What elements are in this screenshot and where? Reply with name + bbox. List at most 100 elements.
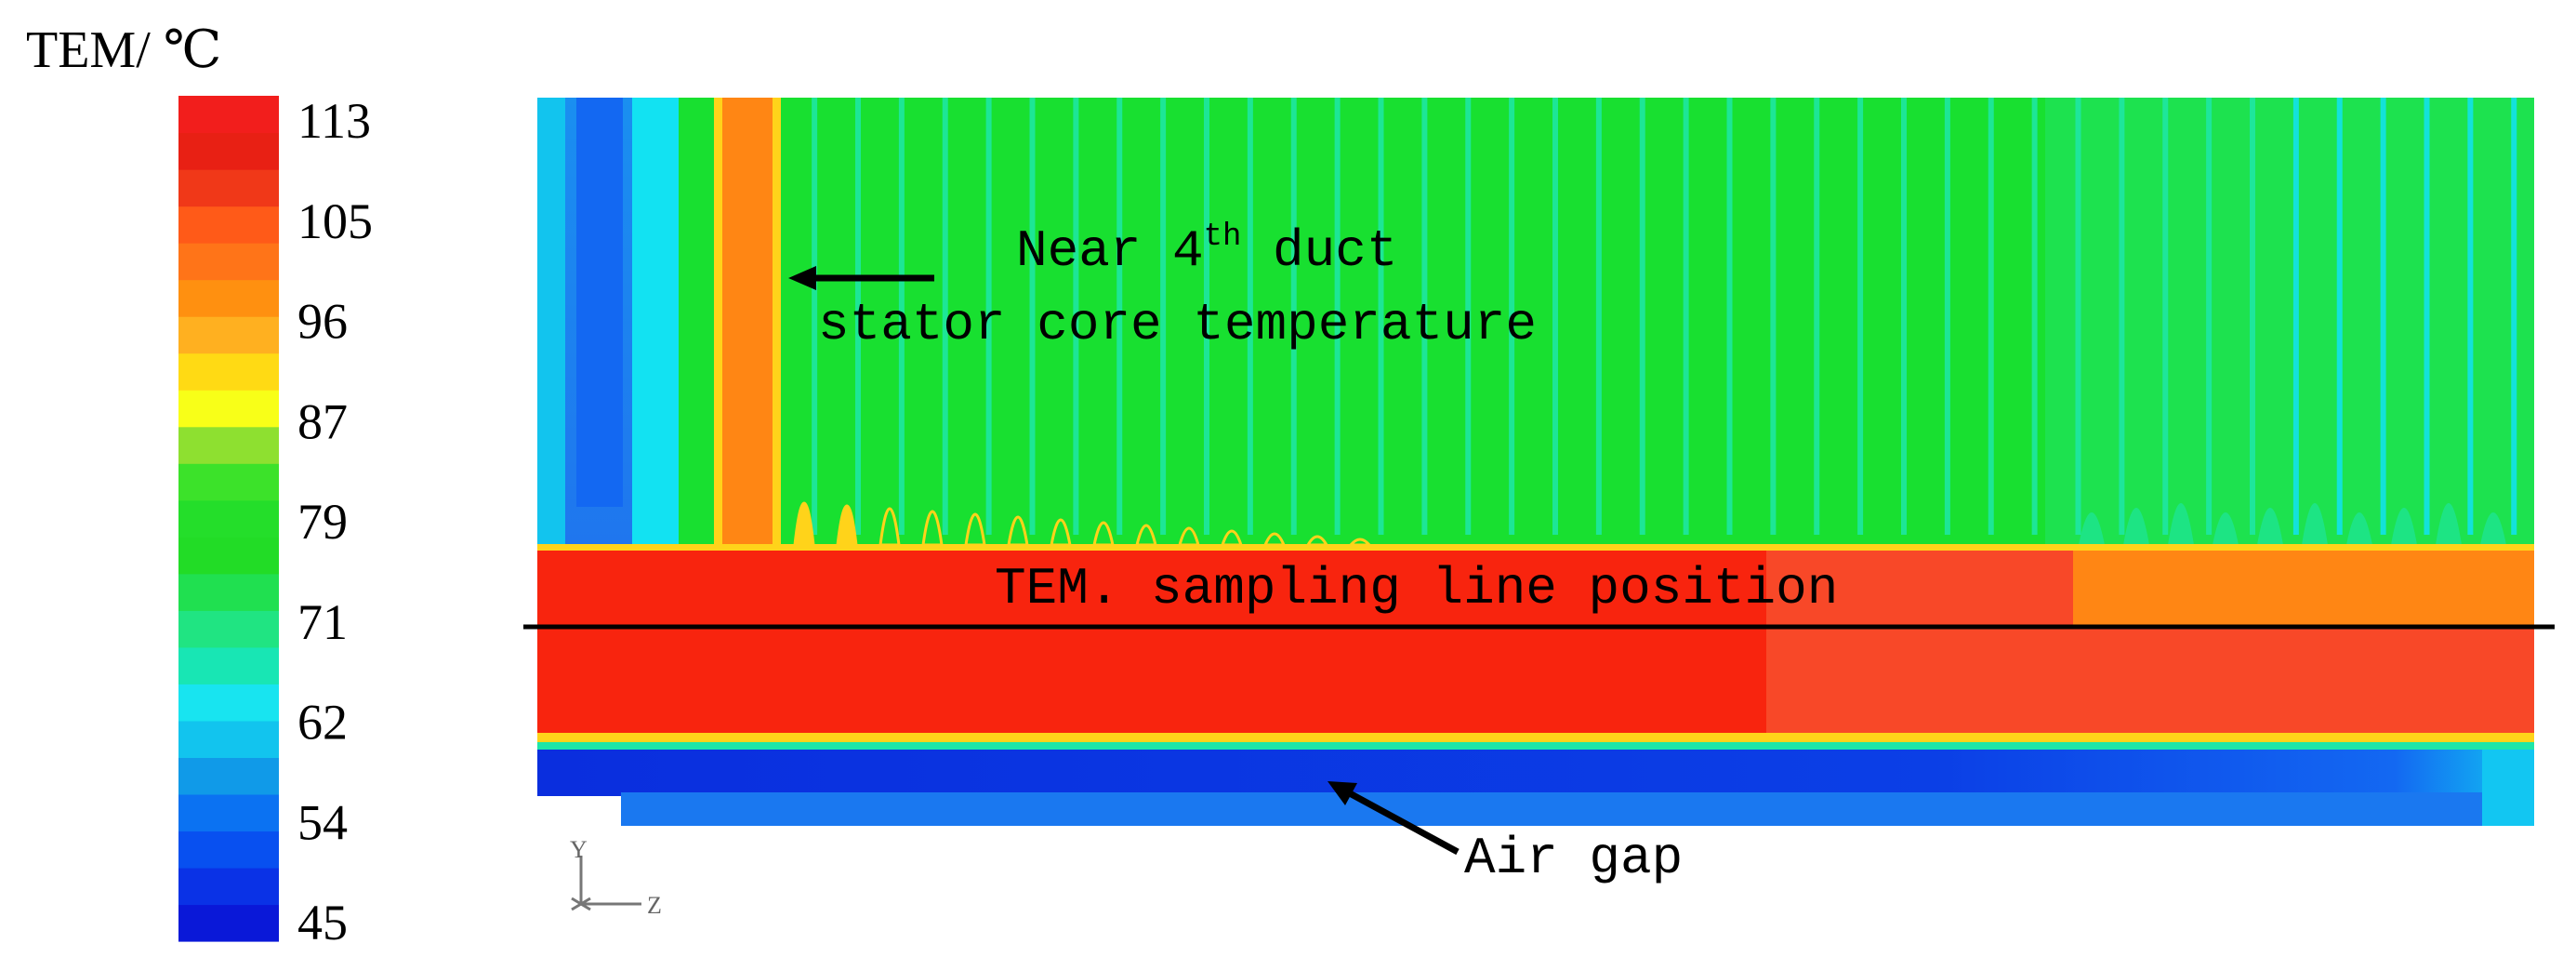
duct-arrow-head	[788, 266, 816, 290]
duct-plume	[2168, 503, 2194, 545]
duct-stripe	[1814, 98, 1820, 535]
duct-stripe	[2206, 98, 2213, 535]
duct-plume	[921, 510, 944, 547]
duct-stripe	[2250, 98, 2255, 535]
duct-annotation-line2: stator core temperature	[818, 295, 1537, 354]
legend-tick-label: 45	[297, 895, 348, 950]
duct-stripe	[1988, 98, 1994, 535]
duct-plume	[2079, 512, 2105, 545]
air-gap-cyan-edge	[2482, 750, 2534, 826]
duct-stripe	[1378, 98, 1384, 535]
legend-tick-label: 79	[297, 494, 348, 550]
legend-swatch	[178, 904, 279, 942]
legend-tick-label: 105	[297, 193, 373, 249]
legend-tick-label: 54	[297, 794, 348, 850]
legend-swatch	[178, 793, 279, 832]
inlet-cyan-band	[632, 98, 679, 546]
legend-swatch	[178, 169, 279, 207]
duct-stripe	[1290, 98, 1297, 535]
air-gap-arrow-shaft	[1346, 789, 1460, 856]
duct-stripe	[1770, 98, 1777, 535]
duct-stripe	[1204, 98, 1209, 535]
duct-plume	[2257, 508, 2283, 545]
axis-z-label: Z	[647, 892, 662, 919]
winding-region-edge	[537, 544, 2534, 553]
legend-swatch	[178, 390, 279, 428]
duct-stripe	[898, 98, 905, 535]
legend-tick-label: 113	[297, 93, 371, 149]
duct-plume	[878, 507, 901, 547]
duct-stripe	[2031, 98, 2038, 535]
legend-swatch	[178, 279, 279, 317]
legend-swatch	[178, 830, 279, 869]
ventilation-duct-stripes	[812, 98, 2517, 535]
duct-stripe	[942, 98, 948, 535]
legend-tick-label: 87	[297, 393, 348, 449]
duct-plume	[2436, 503, 2462, 545]
legend-swatch	[178, 243, 279, 281]
legend-tick-label: 71	[297, 594, 348, 650]
duct-stripe	[1421, 98, 1428, 535]
duct-plume	[836, 504, 858, 547]
winding-bottom-edge	[537, 733, 2534, 744]
contour-plot	[523, 98, 2555, 826]
duct-stripe	[2467, 98, 2474, 535]
duct-stripe	[1595, 98, 1602, 535]
duct-stripe	[1683, 98, 1689, 535]
sampling-line-label: TEM. sampling line position	[995, 559, 1838, 618]
duct-plume	[2346, 512, 2372, 545]
legend-swatch	[178, 96, 279, 134]
legend-swatch	[178, 867, 279, 906]
duct-stripe	[2336, 98, 2343, 535]
duct-stripe	[1247, 98, 1253, 535]
air-gap-lower-band	[621, 792, 2534, 826]
legend-swatch	[178, 463, 279, 501]
duct-stripe	[1509, 98, 1515, 535]
annotations: Near 4th duct stator core temperature TE…	[788, 219, 1838, 888]
stator-core-light-zone	[2045, 98, 2534, 546]
legend-swatch	[178, 316, 279, 354]
duct-stripe	[855, 98, 861, 535]
duct-stripe	[2511, 98, 2517, 535]
legend-swatch	[178, 206, 279, 244]
duct-stripe	[1160, 98, 1167, 535]
duct-stripe	[1639, 98, 1645, 535]
duct-stripe	[2292, 98, 2299, 535]
legend-swatch	[178, 646, 279, 684]
legend-swatch	[178, 684, 279, 722]
duct-stripe	[1073, 98, 1079, 535]
duct-stripe	[2119, 98, 2125, 535]
duct-4-hot-column	[720, 98, 774, 546]
legend-swatch	[178, 499, 279, 538]
duct-stripe	[985, 98, 992, 535]
legend-tick-label: 96	[297, 294, 348, 350]
legend-swatch	[178, 132, 279, 170]
inlet-cyan-edge-left	[537, 98, 565, 546]
duct-stripe	[1116, 98, 1123, 535]
legend-tick-labels: 113 105 96 87 79 71 62 54 45	[297, 93, 373, 950]
air-gap-label: Air gap	[1464, 829, 1683, 888]
axis-y-label: Y	[570, 836, 588, 863]
duct-stripe	[2380, 98, 2386, 535]
legend-swatch	[178, 537, 279, 575]
winding-orange-region	[2073, 551, 2534, 625]
duct-plume	[2302, 503, 2328, 545]
duct-plume	[2480, 512, 2506, 545]
legend-swatch	[178, 610, 279, 648]
legend-title: TEM/ ℃	[26, 21, 221, 79]
legend-swatch	[178, 352, 279, 391]
duct-plume	[1007, 515, 1029, 547]
duct-stripe	[812, 98, 818, 535]
legend-swatch	[178, 720, 279, 758]
duct-stripe	[2075, 98, 2081, 535]
color-legend: TEM/ ℃ 113 105 96 87 79 71 62 54 45	[26, 21, 373, 950]
duct-stripe	[1901, 98, 1907, 535]
duct-plume	[793, 501, 815, 547]
air-gap-region	[537, 750, 2534, 796]
legend-tick-label: 62	[297, 695, 348, 751]
duct-stripe	[1029, 98, 1036, 535]
duct-stripe	[1552, 98, 1558, 535]
air-gap-arrow-head	[1328, 781, 1357, 805]
axes-triad-icon	[571, 856, 641, 911]
legend-color-bar	[178, 96, 279, 942]
